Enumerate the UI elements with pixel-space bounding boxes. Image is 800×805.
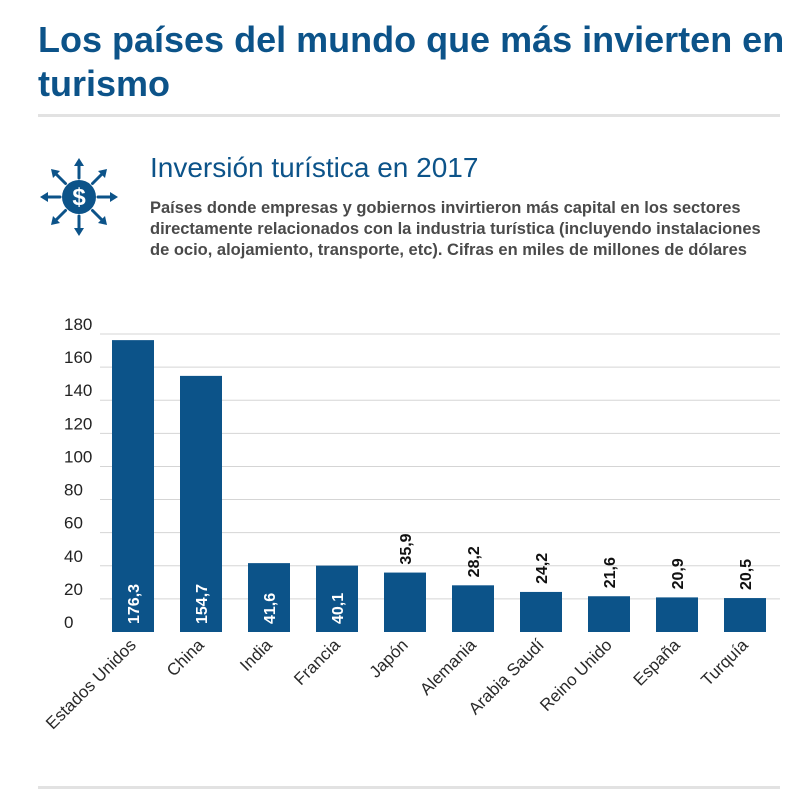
- x-category-label: Japón: [366, 635, 412, 681]
- y-tick-label: 40: [64, 547, 83, 566]
- page-title: Los países del mundo que más invierten e…: [38, 19, 785, 104]
- bar: [384, 572, 426, 632]
- x-category-label: India: [236, 635, 276, 675]
- data-label: 24,2: [534, 553, 551, 584]
- x-category-label: Turquía: [697, 635, 752, 690]
- svg-text:$: $: [72, 184, 86, 211]
- dollar-arrows-icon: $: [40, 158, 118, 236]
- y-tick-label: 180: [64, 315, 92, 334]
- data-label: 20,5: [738, 559, 755, 590]
- x-category-label: Estados Unidos: [42, 635, 140, 733]
- bar: [180, 375, 222, 632]
- data-label: 28,2: [466, 546, 483, 577]
- y-tick-label: 140: [64, 381, 92, 400]
- data-label: 41,6: [262, 593, 279, 624]
- bar: [452, 585, 494, 632]
- bar: [588, 596, 630, 632]
- y-tick-label: 0: [64, 613, 73, 632]
- data-label: 176,3: [126, 584, 143, 624]
- bar: [248, 563, 290, 632]
- x-category-label: China: [163, 635, 208, 680]
- data-label: 40,1: [330, 593, 347, 624]
- x-category-label: Alemania: [416, 635, 480, 699]
- y-tick-label: 100: [64, 447, 92, 466]
- x-category-label: Francia: [290, 635, 344, 689]
- x-category-label: España: [630, 635, 685, 690]
- data-label: 35,9: [398, 533, 415, 564]
- y-tick-label: 60: [64, 514, 83, 533]
- bar: [316, 565, 358, 632]
- bar: [112, 340, 154, 632]
- chart-subtitle: Inversión turística en 2017: [150, 152, 479, 183]
- title-divider: [38, 114, 780, 117]
- data-label: 154,7: [194, 584, 211, 624]
- y-tick-label: 160: [64, 348, 92, 367]
- y-tick-label: 20: [64, 580, 83, 599]
- bar: [520, 591, 562, 632]
- y-tick-label: 120: [64, 414, 92, 433]
- y-tick-label: 80: [64, 481, 83, 500]
- bar: [724, 598, 766, 632]
- bar: [656, 597, 698, 632]
- x-category-label: Reino Unido: [536, 635, 616, 715]
- data-label: 20,9: [670, 558, 687, 589]
- footer-divider: [38, 786, 780, 789]
- data-label: 21,6: [602, 557, 619, 588]
- chart-description: Países donde empresas y gobiernos invirt…: [150, 199, 761, 259]
